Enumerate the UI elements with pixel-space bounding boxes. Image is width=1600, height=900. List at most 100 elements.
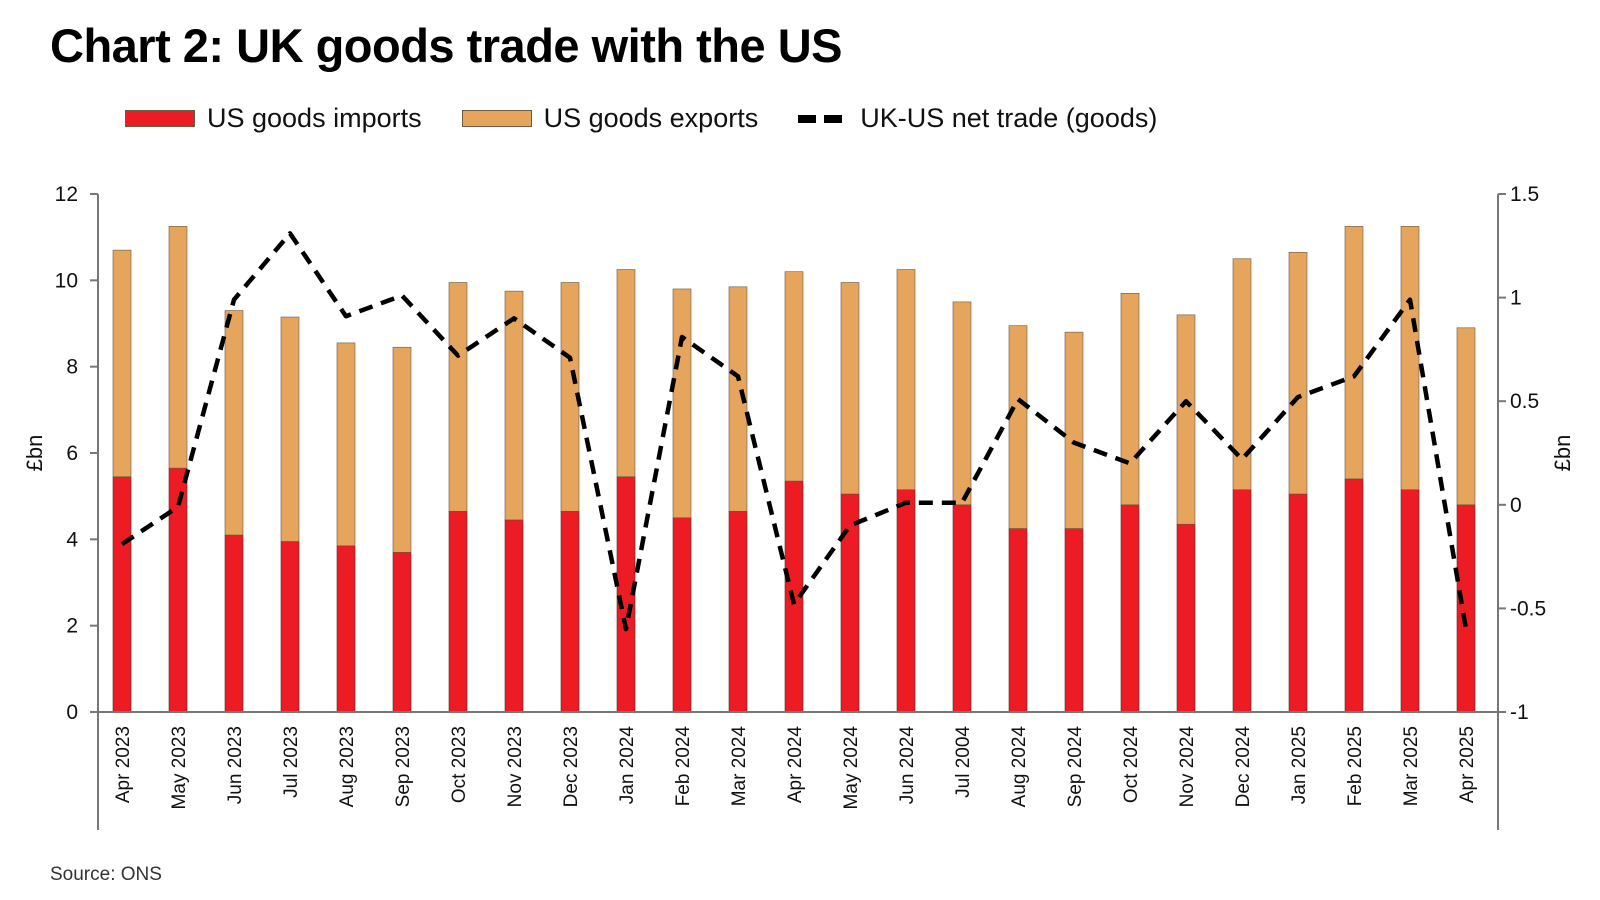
bar-imports bbox=[1064, 528, 1084, 713]
bar-imports bbox=[672, 517, 692, 713]
bar-exports bbox=[672, 288, 692, 519]
y-tick-label-left: 0 bbox=[66, 701, 78, 724]
legend: US goods imports US goods exports UK-US … bbox=[125, 103, 1197, 134]
legend-swatch-imports bbox=[125, 110, 195, 127]
x-tick-label: Nov 2023 bbox=[505, 726, 526, 807]
bar-exports bbox=[448, 282, 468, 512]
net-trade-line bbox=[120, 231, 1469, 632]
y-tick-label-left: 10 bbox=[55, 269, 78, 292]
x-tick-label: Dec 2023 bbox=[561, 726, 582, 807]
x-tick-label: Jun 2024 bbox=[897, 726, 918, 805]
y-tick-label-left: 4 bbox=[66, 528, 78, 551]
y-tick-label-right: 1.5 bbox=[1510, 183, 1539, 206]
bar-exports bbox=[1120, 292, 1140, 506]
y-tick-label-right: -1 bbox=[1510, 701, 1529, 724]
x-tick-label: Jan 2025 bbox=[1289, 726, 1310, 804]
bar-imports bbox=[728, 510, 748, 713]
x-tick-label: Nov 2024 bbox=[1177, 726, 1198, 808]
net-line-group bbox=[120, 231, 1469, 632]
bar-exports bbox=[1288, 251, 1308, 495]
bar-exports bbox=[728, 286, 748, 512]
x-tick-label: Sep 2024 bbox=[1065, 726, 1086, 808]
bar-exports bbox=[1176, 314, 1196, 525]
y-tick-label-left: 2 bbox=[66, 615, 78, 638]
x-tick-label: Feb 2024 bbox=[673, 726, 694, 807]
y-tick-label-left: 8 bbox=[66, 356, 78, 379]
x-tick-label: May 2024 bbox=[841, 726, 862, 810]
y-axis-title-right: £bn bbox=[1550, 435, 1575, 472]
bar-imports bbox=[1120, 504, 1140, 713]
bar-imports bbox=[1232, 489, 1252, 713]
axes-group bbox=[90, 193, 1506, 830]
bar-imports bbox=[896, 489, 916, 713]
bars-group bbox=[112, 226, 1476, 713]
legend-swatch-net bbox=[798, 114, 843, 123]
x-tick-label: Sep 2023 bbox=[393, 726, 414, 807]
bar-imports bbox=[280, 541, 300, 713]
legend-swatch-exports bbox=[461, 110, 532, 127]
legend-item-net: UK-US net trade (goods) bbox=[798, 103, 1157, 134]
labels-group: 0 2 4 6 8 10 12 -1 -0.5 0 0.5 1 1.5 £bn £bn Apr 2023 May… bbox=[22, 183, 1575, 809]
bar-exports bbox=[1400, 226, 1420, 490]
bar-exports bbox=[280, 316, 300, 542]
y-tick-label-right: -0.5 bbox=[1510, 597, 1546, 620]
bar-imports bbox=[1400, 489, 1420, 713]
y-tick-label-right: 1 bbox=[1510, 287, 1522, 310]
x-tick-label: Aug 2023 bbox=[337, 726, 358, 807]
bar-exports bbox=[392, 346, 412, 553]
bar-exports bbox=[112, 249, 132, 478]
x-tick-label: Jul 2023 bbox=[281, 726, 302, 798]
bar-imports bbox=[224, 534, 244, 713]
bar-imports bbox=[840, 493, 860, 713]
bar-exports bbox=[1008, 325, 1028, 529]
source-note: Source: ONS bbox=[50, 864, 162, 885]
bar-imports bbox=[504, 519, 524, 713]
bar-imports bbox=[112, 476, 132, 713]
x-tick-label: Apr 2023 bbox=[113, 726, 134, 803]
legend-label-exports: US goods exports bbox=[543, 103, 759, 133]
x-tick-label: Jan 2024 bbox=[617, 726, 638, 805]
x-tick-label: Apr 2025 bbox=[1457, 726, 1478, 803]
bar-exports bbox=[1344, 226, 1364, 480]
bar-exports bbox=[224, 310, 244, 536]
x-tick-label: Oct 2023 bbox=[449, 726, 470, 803]
y-tick-label-left: 12 bbox=[55, 183, 78, 206]
legend-label-net: UK-US net trade (goods) bbox=[860, 103, 1158, 133]
bar-exports bbox=[336, 342, 356, 547]
bar-exports bbox=[784, 271, 804, 482]
x-tick-label: Oct 2024 bbox=[1121, 726, 1142, 804]
x-tick-label: Feb 2025 bbox=[1345, 726, 1366, 806]
bar-exports bbox=[616, 269, 636, 478]
bar-exports bbox=[1456, 327, 1476, 506]
x-tick-label: Jul 2004 bbox=[953, 726, 974, 798]
y-tick-label-right: 0 bbox=[1510, 494, 1522, 517]
bar-exports bbox=[840, 282, 860, 495]
x-tick-label: Mar 2025 bbox=[1401, 726, 1422, 806]
legend-label-imports: US goods imports bbox=[207, 103, 422, 133]
bar-exports bbox=[896, 269, 916, 490]
bar-imports bbox=[392, 551, 412, 713]
bar-exports bbox=[1064, 331, 1084, 529]
legend-item-imports: US goods imports bbox=[125, 103, 422, 134]
chart-title: Chart 2: UK goods trade with the US bbox=[50, 19, 843, 72]
legend-item-exports: US goods exports bbox=[461, 103, 759, 134]
x-tick-label: Mar 2024 bbox=[729, 726, 750, 807]
bar-imports bbox=[560, 510, 580, 713]
bar-imports bbox=[336, 545, 356, 713]
bar-exports bbox=[952, 301, 972, 506]
bar-imports bbox=[1344, 478, 1364, 713]
bar-imports bbox=[952, 504, 972, 713]
y-axis-title-left: £bn bbox=[22, 435, 47, 472]
bar-imports bbox=[448, 510, 468, 713]
bar-imports bbox=[1288, 493, 1308, 713]
x-tick-label: Aug 2024 bbox=[1009, 726, 1030, 808]
x-tick-label: Apr 2024 bbox=[785, 726, 806, 804]
bar-exports bbox=[504, 290, 524, 521]
x-tick-label: May 2023 bbox=[169, 726, 190, 809]
bar-imports bbox=[1176, 523, 1196, 713]
x-tick-label: Jun 2023 bbox=[225, 726, 246, 804]
bar-exports bbox=[1232, 258, 1252, 490]
bar-imports bbox=[1008, 528, 1028, 713]
bar-imports bbox=[1456, 504, 1476, 713]
